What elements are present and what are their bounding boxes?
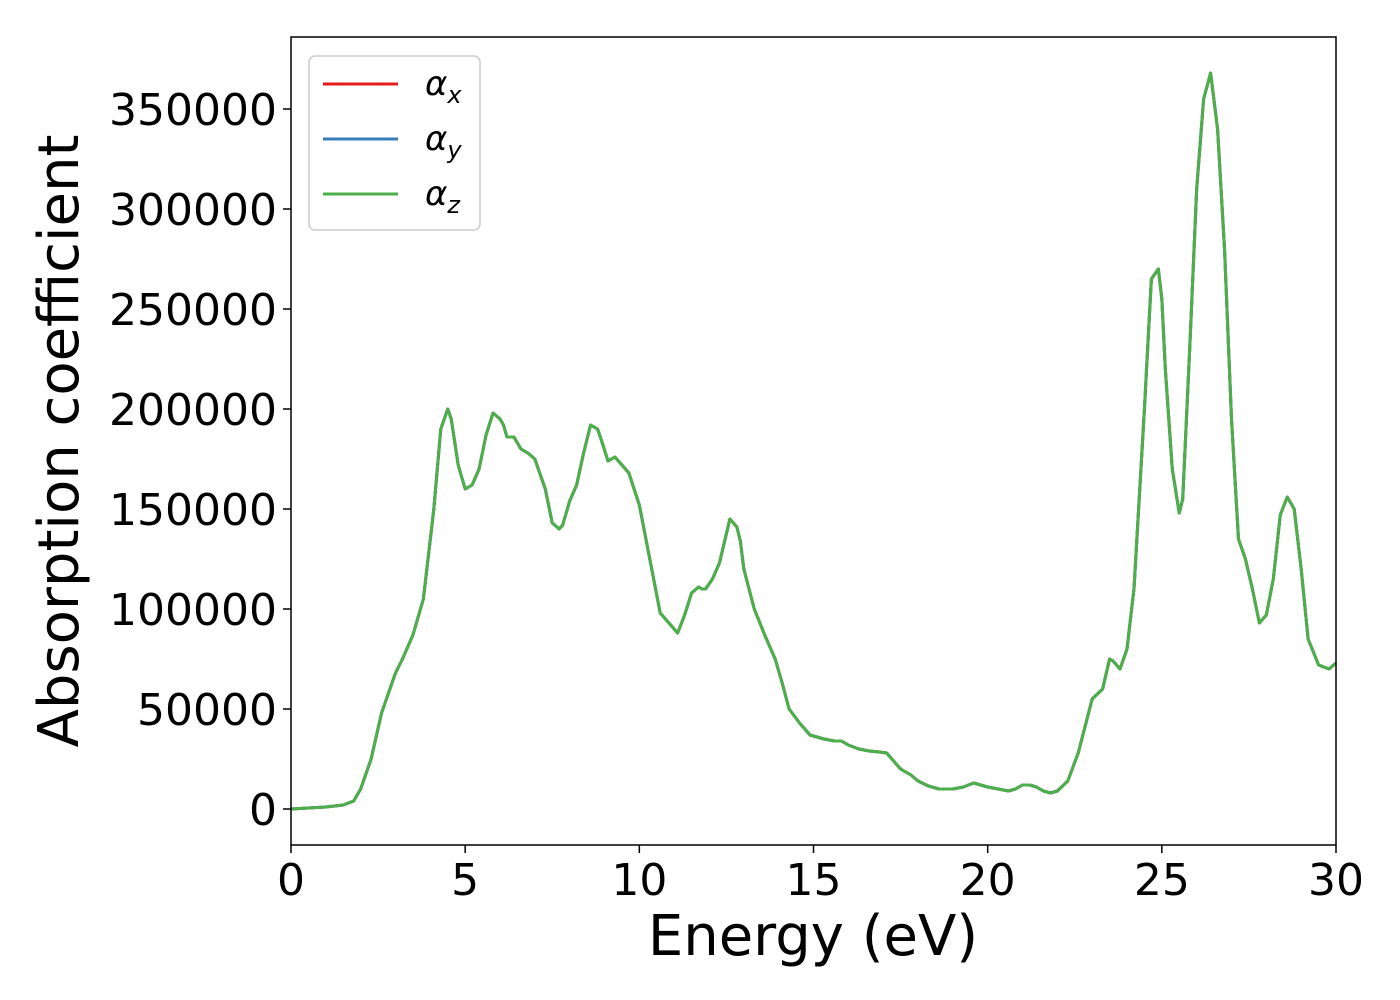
y-tick-label: 150000	[109, 485, 277, 536]
x-tick-label: 15	[786, 855, 842, 906]
x-tick-label: 10	[611, 855, 667, 906]
x-tick-label: 5	[451, 855, 479, 906]
x-tick-label: 25	[1134, 855, 1190, 906]
x-tick-label: 30	[1308, 855, 1364, 906]
y-axis-title: Absorption coefficient	[27, 135, 92, 748]
y-tick-label: 50000	[137, 685, 277, 736]
legend-label-z: αz	[425, 174, 461, 219]
legend: αx αy αz	[308, 55, 481, 231]
y-tick-label: 300000	[109, 185, 277, 236]
x-axis-title: Energy (eV)	[648, 904, 978, 969]
x-tick-label: 0	[277, 855, 305, 906]
series-lines	[290, 71, 1337, 811]
legend-label-y: αy	[425, 119, 462, 164]
x-tick-label: 20	[960, 855, 1016, 906]
y-tick-label: 0	[249, 785, 277, 836]
x-axis-ticks: 0 5 10 15 20 25 30	[277, 845, 1364, 906]
y-tick-label: 200000	[109, 385, 277, 436]
series-line-z	[290, 71, 1337, 811]
y-tick-label: 350000	[109, 85, 277, 136]
y-tick-label: 250000	[109, 285, 277, 336]
legend-box	[308, 55, 481, 231]
y-tick-label: 100000	[109, 585, 277, 636]
legend-label-x: αx	[425, 64, 462, 109]
y-axis-ticks: 0 50000 100000 150000 200000 250000 300000 3500…	[109, 85, 291, 836]
